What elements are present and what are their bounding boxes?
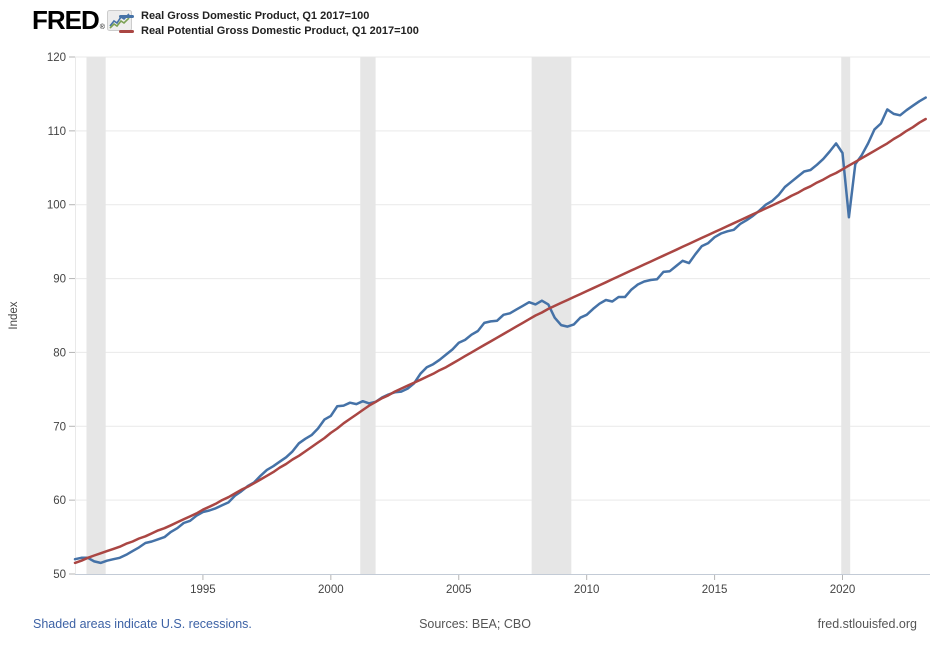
recession-band-3 — [841, 57, 851, 574]
legend-item-1[interactable]: Real Potential Gross Domestic Product, Q… — [119, 24, 419, 38]
y-tick-label-60: 60 — [53, 495, 66, 507]
sources-note: Sources: BEA; CBO — [419, 617, 531, 631]
recession-note-link[interactable]: Shaded areas indicate U.S. recessions. — [33, 617, 252, 631]
x-tick-label-2015: 2015 — [702, 584, 728, 596]
series-line-0 — [73, 96, 927, 565]
x-tick-label-2005: 2005 — [446, 584, 472, 596]
y-tick-label-50: 50 — [53, 569, 66, 581]
x-tick-label-1995: 1995 — [190, 584, 216, 596]
series-line-1 — [73, 117, 927, 565]
fred-site-link[interactable]: fred.stlouisfed.org — [817, 617, 917, 631]
registered-trademark-mark: ® — [99, 24, 105, 31]
recession-band-1 — [360, 57, 376, 574]
legend-swatch-icon — [119, 29, 134, 33]
x-tick-label-2010: 2010 — [574, 584, 600, 596]
y-tick-label-120: 120 — [47, 52, 66, 64]
y-tick-label-80: 80 — [53, 347, 66, 359]
chart-legend: Real Gross Domestic Product, Q1 2017=100… — [119, 9, 419, 38]
y-tick-label-90: 90 — [53, 274, 66, 286]
y-tick-label-70: 70 — [53, 421, 66, 433]
y-tick-label-100: 100 — [47, 200, 66, 212]
y-tick-label-110: 110 — [48, 126, 66, 138]
recession-band-0 — [86, 57, 106, 574]
x-tick-label-2020: 2020 — [830, 584, 856, 596]
fred-logo-text: FRED — [32, 5, 100, 35]
y-axis-title: Index — [8, 301, 20, 329]
legend-label: Real Gross Domestic Product, Q1 2017=100 — [141, 10, 370, 22]
legend-item-0[interactable]: Real Gross Domestic Product, Q1 2017=100 — [119, 9, 419, 23]
legend-label: Real Potential Gross Domestic Product, Q… — [141, 25, 419, 37]
x-tick-label-2000: 2000 — [318, 584, 344, 596]
legend-swatch-icon — [119, 14, 134, 18]
chart-footer: Shaded areas indicate U.S. recessions. S… — [0, 617, 950, 637]
